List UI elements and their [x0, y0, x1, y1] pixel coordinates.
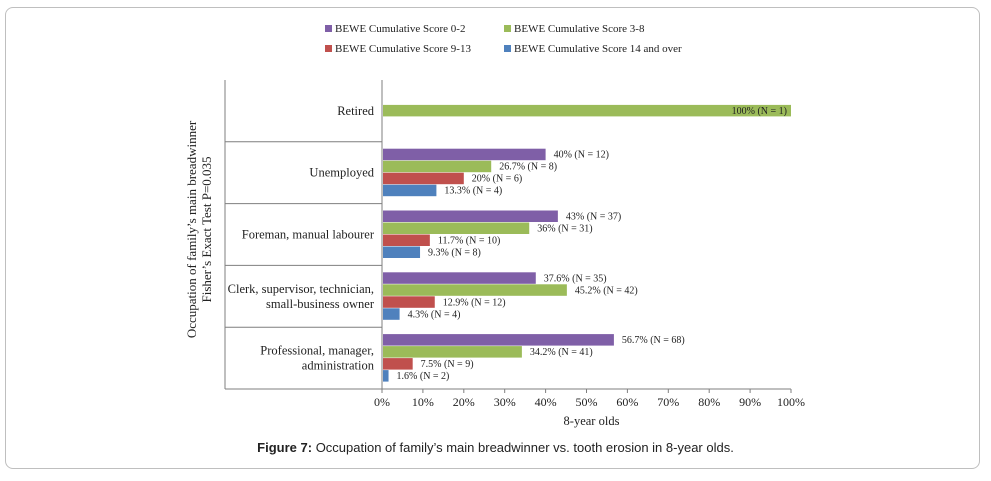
bar	[383, 358, 413, 370]
legend-swatch	[504, 25, 511, 32]
legend-label: BEWE Cumulative Score 14 and over	[514, 43, 682, 55]
caption-text: Occupation of family’s main breadwinner …	[315, 440, 734, 455]
category-label: Unemployed	[309, 166, 374, 180]
x-tick-label: 10%	[412, 395, 434, 409]
legend-label: BEWE Cumulative Score 3-8	[514, 23, 645, 35]
data-label: 34.2% (N = 41)	[530, 347, 593, 358]
bar	[383, 184, 437, 197]
category-label: Retired	[337, 104, 375, 118]
data-label: 40% (N = 12)	[554, 150, 609, 161]
data-label: 11.7% (N = 10)	[438, 236, 500, 247]
data-label: 4.3% (N = 4)	[408, 309, 461, 320]
bar	[383, 172, 464, 185]
x-axis-title: 8-year olds	[564, 414, 620, 428]
data-label: 7.5% (N = 9)	[421, 359, 474, 370]
bar	[383, 160, 492, 173]
bar	[383, 246, 421, 258]
data-label: 45.2% (N = 42)	[575, 285, 638, 296]
category-label: Clerk, supervisor, technician,	[228, 282, 374, 296]
data-label: 100% (N = 1)	[732, 106, 787, 117]
bar	[383, 104, 791, 117]
x-tick-label: 90%	[739, 395, 761, 409]
x-tick-label: 70%	[657, 395, 679, 409]
y-axis-title: Occupation of family’s main breadwinner	[184, 120, 199, 338]
figure-caption: Figure 7: Occupation of family’s main br…	[0, 440, 991, 455]
category-label: administration	[302, 359, 375, 373]
legend-swatch	[325, 45, 332, 52]
x-tick-label: 60%	[616, 395, 638, 409]
category-label: small-business owner	[266, 297, 375, 311]
data-label: 26.7% (N = 8)	[499, 162, 557, 173]
x-tick-label: 30%	[494, 395, 516, 409]
bar	[383, 148, 546, 161]
data-label: 13.3% (N = 4)	[444, 186, 502, 197]
bar	[383, 222, 530, 234]
data-label: 9.3% (N = 8)	[428, 248, 481, 259]
category-label: Professional, manager,	[260, 344, 374, 358]
caption-label: Figure 7:	[257, 440, 313, 455]
legend-swatch	[504, 45, 511, 52]
data-label: 56.7% (N = 68)	[622, 335, 685, 346]
x-tick-label: 40%	[535, 395, 557, 409]
category-label: Foreman, manual labourer	[242, 228, 375, 242]
bar	[383, 334, 614, 346]
bar	[383, 370, 389, 382]
bar	[383, 234, 430, 246]
legend-swatch	[325, 25, 332, 32]
x-tick-label: 100%	[777, 395, 805, 409]
data-label: 43% (N = 37)	[566, 212, 621, 223]
data-label: 1.6% (N = 2)	[397, 371, 450, 382]
x-tick-label: 20%	[453, 395, 475, 409]
bar	[383, 210, 558, 222]
data-label: 36% (N = 31)	[537, 224, 592, 235]
x-tick-label: 0%	[374, 395, 390, 409]
bar	[383, 284, 567, 296]
data-label: 37.6% (N = 35)	[544, 273, 607, 284]
data-label: 12.9% (N = 12)	[443, 297, 506, 308]
x-tick-label: 80%	[698, 395, 720, 409]
y-axis-title: Fisher’s Exact Test P=0.035	[199, 156, 214, 302]
bar	[383, 296, 435, 308]
figure-frame	[5, 7, 980, 469]
data-label: 20% (N = 6)	[472, 174, 522, 185]
bar	[383, 308, 400, 320]
bar	[383, 272, 536, 284]
legend-label: BEWE Cumulative Score 9-13	[335, 43, 471, 55]
bar	[383, 346, 522, 358]
x-tick-label: 50%	[576, 395, 598, 409]
legend-label: BEWE Cumulative Score 0-2	[335, 23, 465, 35]
